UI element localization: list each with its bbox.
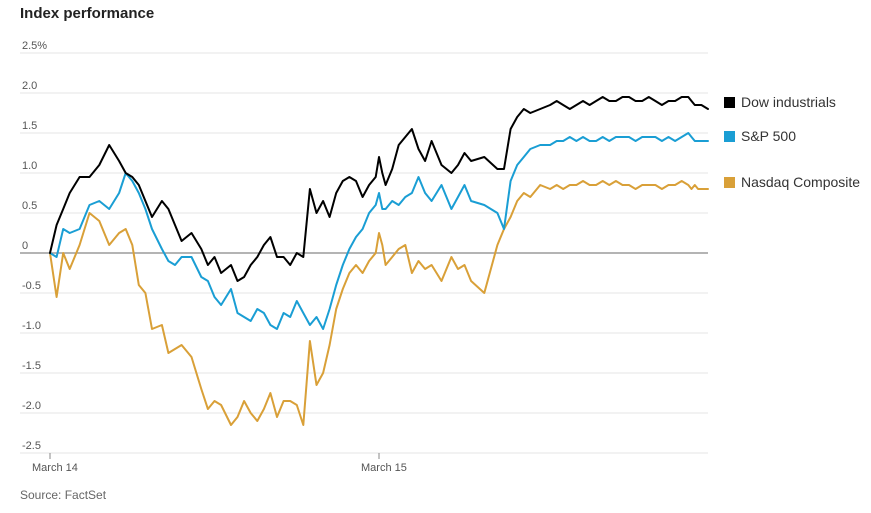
- y-tick-label: -0.5: [22, 280, 41, 292]
- x-tick-label: March 15: [361, 462, 407, 474]
- legend-swatch: [724, 97, 735, 108]
- y-tick-label: 1.5: [22, 120, 37, 132]
- chart-title: Index performance: [20, 5, 155, 22]
- grid-layer: [20, 52, 708, 454]
- y-tick-label: 1.0: [22, 160, 37, 172]
- legend-label: S&P 500: [741, 128, 796, 144]
- x-axis-ticks: March 14 March 15: [32, 453, 407, 474]
- x-tick-label: March 14: [32, 462, 78, 474]
- series-line-nasdaq-composite: [49, 180, 709, 426]
- y-axis-ticks: 2.5% 2.0 1.5 1.0 0.5 0 -0.5 -1.0 -1.5 -2.0 -2.5: [22, 40, 47, 452]
- legend-label: Dow industrials: [741, 94, 836, 110]
- source-note: Source: FactSet: [20, 488, 107, 502]
- legend-swatch: [724, 177, 735, 188]
- series-line-s-p-500: [49, 132, 709, 330]
- y-tick-label: -1.0: [22, 320, 41, 332]
- y-tick-label: -2.0: [22, 400, 41, 412]
- legend-label: Nasdaq Composite: [741, 174, 860, 190]
- y-tick-label: -1.5: [22, 360, 41, 372]
- y-tick-label: 0: [22, 240, 28, 252]
- y-tick-label: 2.0: [22, 80, 37, 92]
- legend: Dow industrials S&P 500 Nasdaq Composite: [724, 94, 860, 190]
- series-layer: [49, 96, 709, 426]
- y-tick-label: 2.5%: [22, 40, 47, 52]
- y-tick-label: 0.5: [22, 200, 37, 212]
- y-tick-label: -2.5: [22, 440, 41, 452]
- legend-swatch: [724, 131, 735, 142]
- series-line-dow-industrials: [49, 96, 709, 282]
